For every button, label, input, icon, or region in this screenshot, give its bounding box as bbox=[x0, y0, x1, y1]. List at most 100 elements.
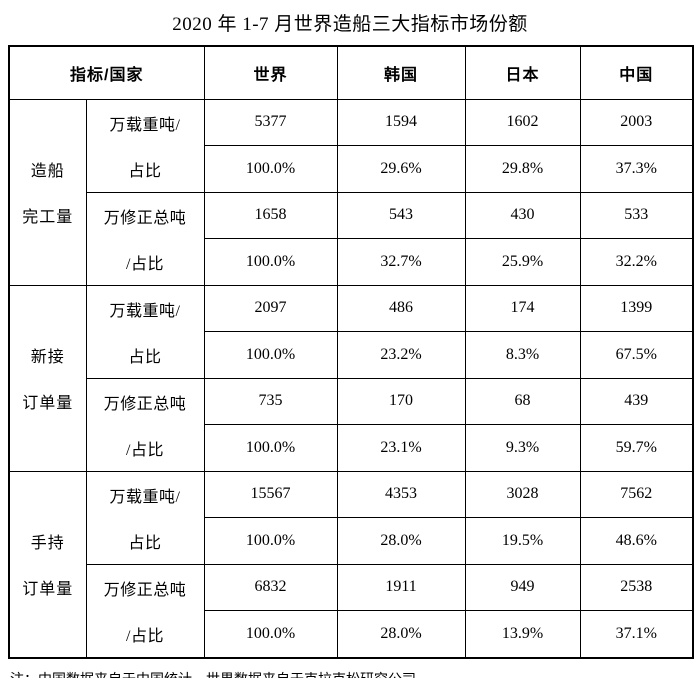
metric-label: 万载重吨/ 占比 bbox=[87, 286, 203, 377]
value-cell: 1602 bbox=[464, 98, 581, 146]
metric-label-cell-cgt: 万修正总吨 /占比 bbox=[85, 563, 205, 658]
value-cell: 7562 bbox=[579, 470, 694, 518]
share-cell: 28.0% bbox=[336, 610, 466, 658]
value-cell: 174 bbox=[464, 284, 581, 332]
metric-label-line: 万修正总吨 bbox=[103, 581, 187, 599]
share-cell: 100.0% bbox=[203, 610, 338, 658]
value-cell: 68 bbox=[464, 377, 581, 425]
group-label: 手持 订单量 bbox=[10, 529, 85, 599]
value-cell: 5377 bbox=[203, 98, 338, 146]
metric-label-cell-cgt: 万修正总吨 /占比 bbox=[85, 191, 205, 286]
group-label-line: 订单量 bbox=[22, 581, 74, 598]
group-label-line: 订单量 bbox=[22, 395, 74, 412]
metric-label-cell-dwt: 万载重吨/ 占比 bbox=[85, 98, 205, 193]
value-cell: 949 bbox=[464, 563, 581, 612]
metric-label-line: 万载重吨/ bbox=[109, 116, 181, 134]
share-cell: 37.3% bbox=[579, 145, 694, 193]
share-cell: 9.3% bbox=[464, 424, 581, 472]
table-row: 万修正总吨 /占比 1658 543 430 533 bbox=[9, 191, 694, 286]
share-cell: 28.0% bbox=[336, 517, 466, 565]
share-cell: 100.0% bbox=[203, 145, 338, 193]
share-cell: 25.9% bbox=[464, 238, 581, 286]
group-label-line: 手持 bbox=[30, 535, 65, 552]
value-cell: 430 bbox=[464, 191, 581, 239]
share-cell: 100.0% bbox=[203, 331, 338, 379]
value-cell: 15567 bbox=[203, 470, 338, 518]
group-label-cell-completions: 造船 完工量 bbox=[8, 98, 87, 286]
metric-label-line: 占比 bbox=[128, 348, 162, 366]
value-cell: 1594 bbox=[336, 98, 466, 146]
share-cell: 32.2% bbox=[579, 238, 694, 286]
group-label: 造船 完工量 bbox=[10, 157, 85, 227]
metric-label-line: /占比 bbox=[126, 627, 164, 645]
metric-label-line: 万修正总吨 bbox=[103, 395, 187, 413]
group-label: 新接 订单量 bbox=[10, 343, 85, 413]
table-row: 造船 完工量 万载重吨/ 占比 5377 1594 1602 2003 bbox=[8, 98, 694, 286]
table-row: 100.0% 32.7% 25.9% 32.2% bbox=[9, 238, 694, 286]
shipbuilding-indicators-table: 指标/国家 世界 韩国 日本 中国 造船 完工量 万载重吨/ bbox=[8, 45, 695, 659]
value-cell: 1658 bbox=[203, 191, 338, 239]
share-cell: 29.6% bbox=[336, 145, 466, 193]
metric-label: 万载重吨/ 占比 bbox=[87, 472, 203, 563]
share-cell: 29.8% bbox=[464, 145, 581, 193]
table-row: 100.0% 28.0% 13.9% 37.1% bbox=[9, 610, 694, 658]
header-row: 指标/国家 世界 韩国 日本 中国 bbox=[8, 45, 694, 100]
footnote: 注：中国数据来自于中国统计，世界数据来自于克拉克松研究公司。 bbox=[10, 669, 700, 678]
metric-label-line: 万修正总吨 bbox=[103, 209, 187, 227]
metric-label-line: /占比 bbox=[126, 255, 164, 273]
share-cell: 100.0% bbox=[203, 424, 338, 472]
metric-label: 万修正总吨 /占比 bbox=[87, 565, 203, 657]
group-label-line: 完工量 bbox=[22, 209, 74, 226]
table-row: 新接 订单量 万载重吨/ 占比 2097 486 174 1399 bbox=[8, 284, 694, 472]
header-col-china: 中国 bbox=[579, 45, 694, 100]
value-cell: 735 bbox=[203, 377, 338, 425]
value-cell: 439 bbox=[579, 377, 694, 425]
header-col-korea: 韩国 bbox=[336, 45, 466, 100]
share-cell: 37.1% bbox=[579, 610, 694, 658]
value-cell: 6832 bbox=[203, 563, 338, 612]
group-label-line: 造船 bbox=[30, 163, 65, 180]
value-cell: 2097 bbox=[203, 284, 338, 332]
share-cell: 48.6% bbox=[579, 517, 694, 565]
header-corner-cell: 指标/国家 bbox=[8, 45, 205, 100]
metric-label-line: 占比 bbox=[128, 534, 162, 552]
value-cell: 533 bbox=[579, 191, 694, 239]
metric-label-cell-dwt: 万载重吨/ 占比 bbox=[85, 470, 205, 565]
share-cell: 19.5% bbox=[464, 517, 581, 565]
table-row: 手持 订单量 万载重吨/ 占比 15567 4353 3028 7562 bbox=[8, 470, 694, 658]
table-row: 100.0% 29.6% 29.8% 37.3% bbox=[9, 145, 694, 193]
page-title: 2020 年 1-7 月世界造船三大指标市场份额 bbox=[172, 14, 528, 35]
metric-label-cell-dwt: 万载重吨/ 占比 bbox=[85, 284, 205, 379]
metric-label: 万修正总吨 /占比 bbox=[87, 193, 203, 284]
metric-label: 万载重吨/ 占比 bbox=[87, 100, 203, 191]
table-row: 100.0% 23.2% 8.3% 67.5% bbox=[9, 331, 694, 379]
share-cell: 13.9% bbox=[464, 610, 581, 658]
share-cell: 8.3% bbox=[464, 331, 581, 379]
table-row: 100.0% 23.1% 9.3% 59.7% bbox=[9, 424, 694, 472]
group-label-cell-orderbook: 手持 订单量 bbox=[8, 470, 87, 658]
table-row: 万修正总吨 /占比 735 170 68 439 bbox=[9, 377, 694, 472]
value-cell: 1911 bbox=[336, 563, 466, 612]
metric-label-cell-cgt: 万修正总吨 /占比 bbox=[85, 377, 205, 472]
share-cell: 59.7% bbox=[579, 424, 694, 472]
metric-label: 万修正总吨 /占比 bbox=[87, 379, 203, 470]
share-cell: 32.7% bbox=[336, 238, 466, 286]
value-cell: 2003 bbox=[579, 98, 694, 146]
share-cell: 23.1% bbox=[336, 424, 466, 472]
header-col-world: 世界 bbox=[203, 45, 338, 100]
metric-label-line: 万载重吨/ bbox=[109, 302, 181, 320]
value-cell: 486 bbox=[336, 284, 466, 332]
table-row: 万修正总吨 /占比 6832 1911 949 2538 bbox=[9, 563, 694, 658]
metric-label-line: 占比 bbox=[128, 162, 162, 180]
value-cell: 170 bbox=[336, 377, 466, 425]
share-cell: 67.5% bbox=[579, 331, 694, 379]
share-cell: 23.2% bbox=[336, 331, 466, 379]
metric-label-line: 万载重吨/ bbox=[109, 488, 181, 506]
group-label-line: 新接 bbox=[30, 349, 65, 366]
header-col-japan: 日本 bbox=[464, 45, 581, 100]
value-cell: 4353 bbox=[336, 470, 466, 518]
value-cell: 3028 bbox=[464, 470, 581, 518]
group-label-cell-new-orders: 新接 订单量 bbox=[8, 284, 87, 472]
value-cell: 1399 bbox=[579, 284, 694, 332]
